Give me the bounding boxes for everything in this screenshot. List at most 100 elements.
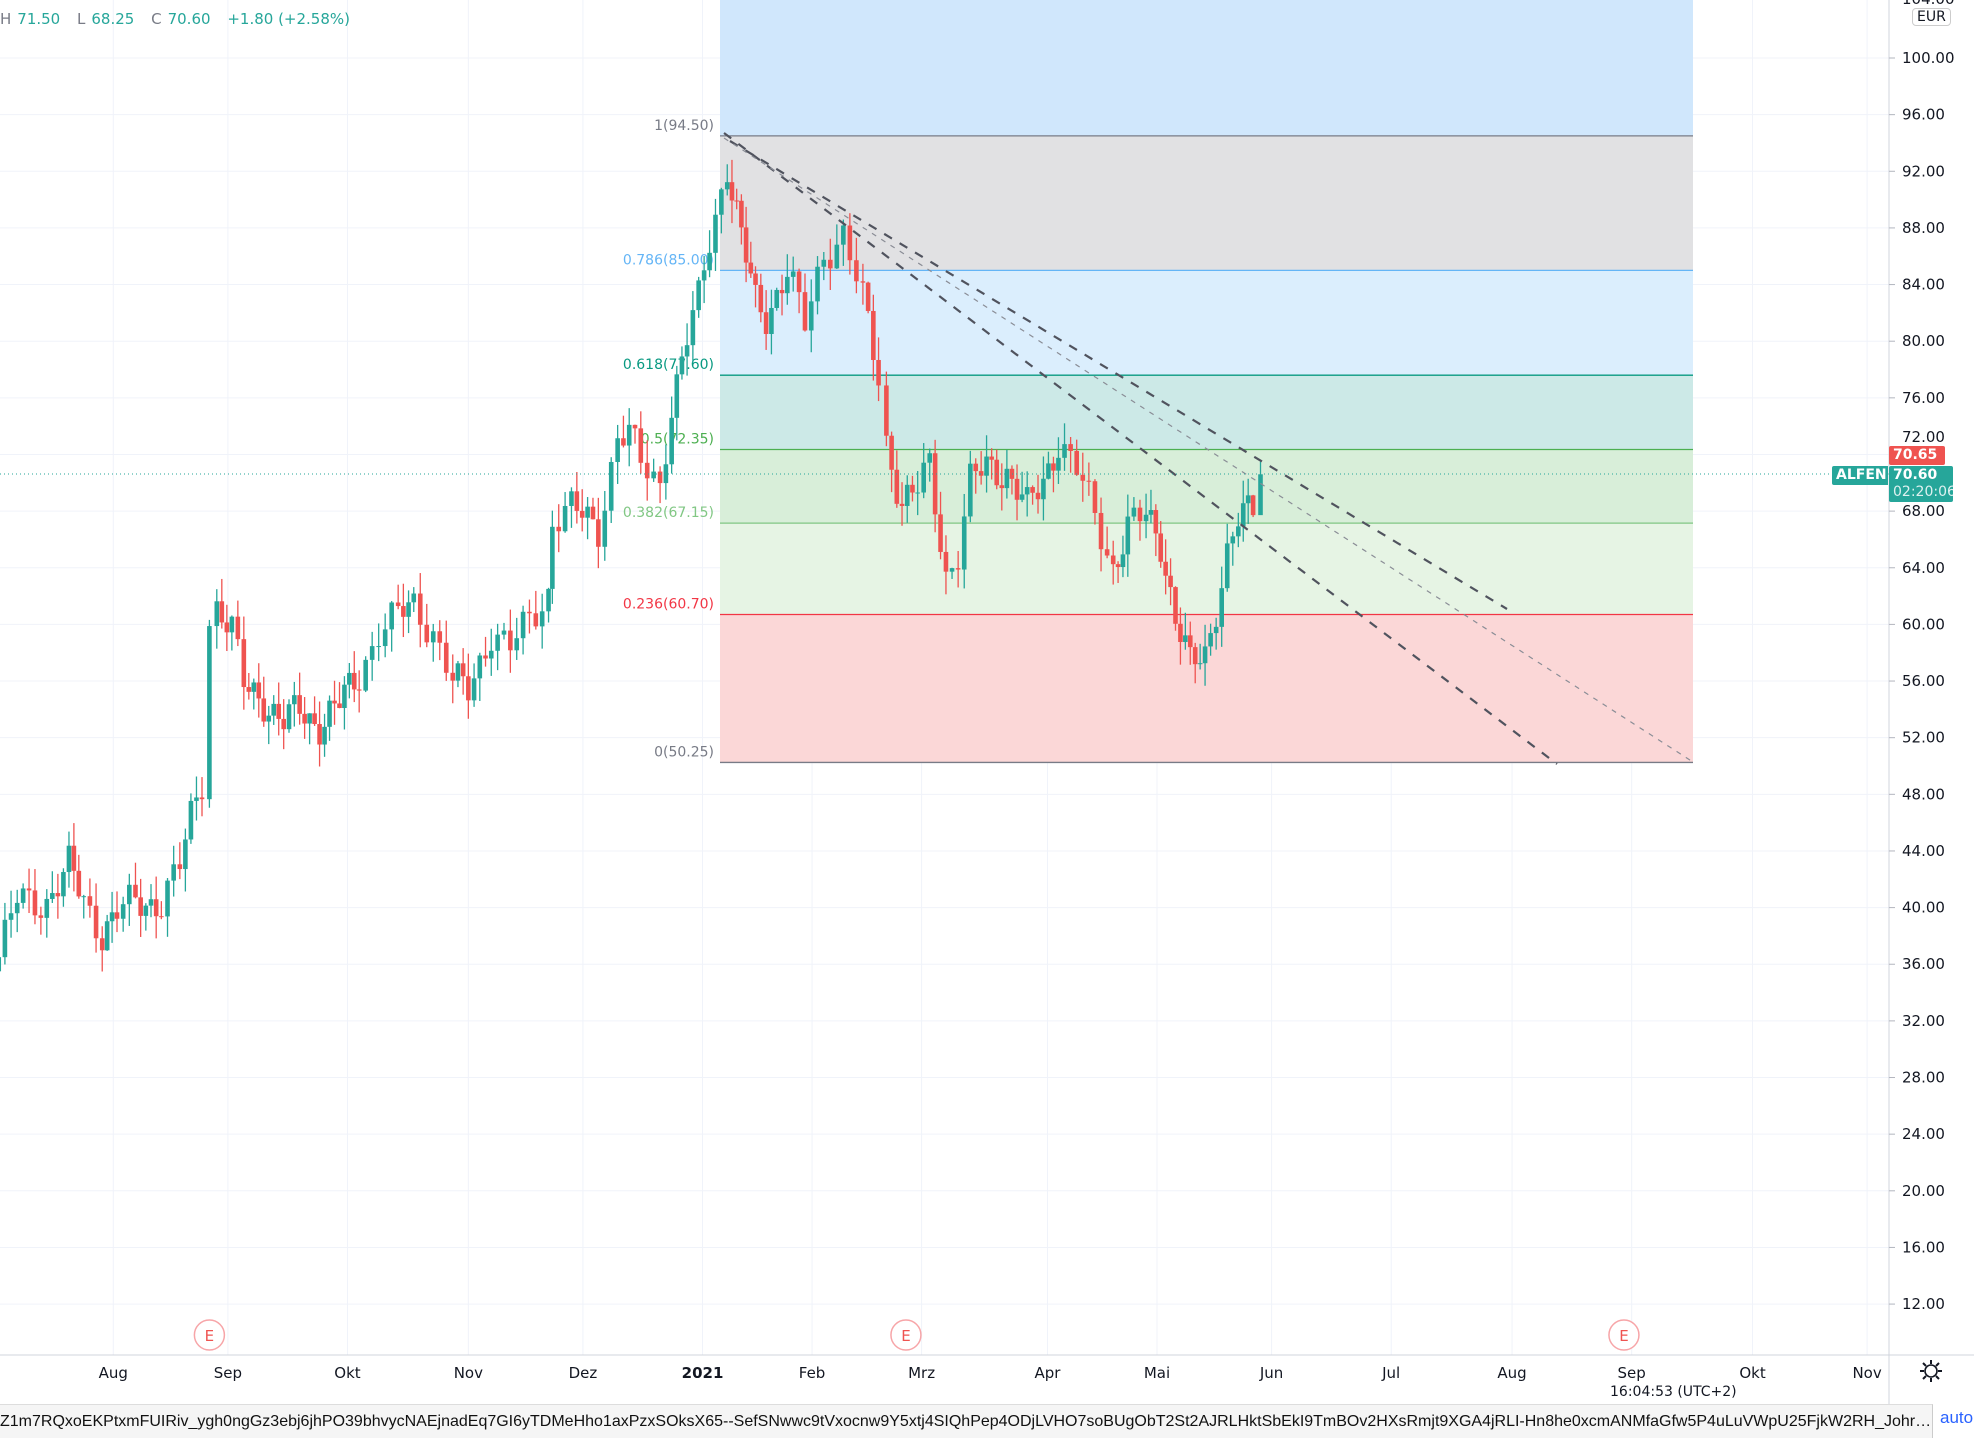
trend-line[interactable] xyxy=(729,140,1508,610)
earnings-marker[interactable] xyxy=(193,1319,226,1351)
ohlc-legend: H 71.50 L 68.25 C 70.60 +1.80 (+2.58%) xyxy=(0,10,356,28)
candle-body xyxy=(256,682,262,699)
close-value: 70.60 xyxy=(167,10,211,28)
candle-body xyxy=(286,704,292,730)
candle-body xyxy=(276,703,282,719)
fib-zone xyxy=(720,270,1693,376)
candle-body xyxy=(520,611,526,639)
fib-retracement[interactable]: 1(94.50)0.786(85.00)0.618(77.60)0.5(72.3… xyxy=(623,0,1693,764)
candle-body xyxy=(165,880,170,917)
candle-body xyxy=(785,276,790,294)
candle-body xyxy=(763,312,769,334)
auto-scale-button[interactable]: auto xyxy=(1940,1408,1974,1427)
trend-lines[interactable] xyxy=(723,132,1694,765)
earnings-marker[interactable] xyxy=(890,1319,922,1351)
time-axis[interactable]: Aug Sep Okt Nov Dez 2021 Feb Mrz Apr Mai Jun Jul Aug… xyxy=(99,1364,1882,1382)
time-tick-label: Nov xyxy=(1852,1364,1881,1382)
candle-body xyxy=(1224,543,1230,589)
candle-body xyxy=(430,631,436,643)
candle-body xyxy=(1098,512,1104,550)
candle-body xyxy=(171,864,176,881)
price-tick-label: 68.00 xyxy=(1902,502,1945,520)
candle-body xyxy=(1110,555,1116,565)
candle-body xyxy=(876,359,881,386)
price-axis[interactable]: 100.00 96.00 92.00 88.00 84.00 80.00 76.00 72.0… xyxy=(1889,0,1955,1313)
candle-body xyxy=(87,896,93,906)
candle-body xyxy=(615,438,620,462)
trend-line[interactable] xyxy=(723,132,1558,765)
candle-body xyxy=(401,606,406,617)
candle-body xyxy=(417,593,423,625)
candle-body xyxy=(602,510,608,547)
candle-body xyxy=(1120,554,1126,568)
candle-body xyxy=(889,435,894,470)
currency-button[interactable]: EUR xyxy=(1912,8,1951,26)
price-tick-label: 88.00 xyxy=(1902,219,1945,237)
clock[interactable]: 16:04:53 (UTC+2) xyxy=(1610,1384,1737,1400)
price-tick-label: 64.00 xyxy=(1902,559,1945,577)
candle-body xyxy=(743,227,749,263)
candle-body xyxy=(271,703,277,716)
high-price-label: 70.65 xyxy=(1889,446,1945,465)
candle-body xyxy=(1143,514,1149,522)
candle-body xyxy=(590,506,596,520)
candle-body xyxy=(729,182,735,201)
candle-body xyxy=(1245,495,1251,504)
candle-body xyxy=(753,273,758,285)
candle-body xyxy=(1115,564,1121,568)
candle-body xyxy=(495,634,500,651)
candle-body xyxy=(1019,494,1025,500)
candle-body xyxy=(1035,492,1041,500)
fib-level-label: 0.786(85.00) xyxy=(623,252,714,268)
price-tick-label: 20.00 xyxy=(1902,1182,1945,1200)
last-price-label: 70.60 02:20:06 xyxy=(1889,466,1956,502)
candle-body xyxy=(865,282,871,311)
candle-body xyxy=(1014,478,1020,500)
settings-gear-icon[interactable] xyxy=(1918,1358,1944,1384)
candle-body xyxy=(1158,533,1164,562)
price-tick-label: 72.00 xyxy=(1902,428,1945,446)
candle-body xyxy=(302,713,307,724)
candle-body xyxy=(297,695,302,714)
candle-body xyxy=(1192,647,1198,665)
candle-body xyxy=(821,259,827,267)
candle-body xyxy=(114,912,120,919)
candle-body xyxy=(932,453,938,515)
fib-zone xyxy=(720,449,1693,524)
candle-body xyxy=(1092,481,1098,513)
candle-body xyxy=(596,519,601,547)
candle-body xyxy=(1046,463,1051,479)
fib-level-label: 0(50.25) xyxy=(654,744,714,760)
candle-body xyxy=(663,464,669,484)
candle-body xyxy=(382,629,388,647)
candle-body xyxy=(214,601,220,627)
price-tick-label: 84.00 xyxy=(1902,276,1945,294)
price-tick-label: 96.00 xyxy=(1902,106,1945,124)
candle-body xyxy=(1051,463,1056,471)
price-tick-label: 36.00 xyxy=(1902,955,1945,973)
candle-body xyxy=(322,726,327,745)
candle-body xyxy=(460,663,466,677)
earnings-marker[interactable] xyxy=(1608,1319,1640,1351)
candle-body xyxy=(1178,623,1183,643)
time-tick-label: Sep xyxy=(1618,1364,1646,1382)
candle-body xyxy=(579,510,585,518)
candle-body xyxy=(143,905,149,916)
candle-body xyxy=(317,724,322,745)
candle-body xyxy=(860,281,866,283)
candle-body xyxy=(44,898,50,918)
candle-body xyxy=(20,888,26,903)
candle-body xyxy=(1163,561,1168,576)
trend-line[interactable] xyxy=(723,137,1694,763)
candle-body xyxy=(674,374,680,418)
time-tick-label: Jun xyxy=(1259,1364,1283,1382)
candle-body xyxy=(734,200,739,202)
candle-body xyxy=(466,676,471,701)
candle-body xyxy=(949,568,955,572)
price-chart[interactable]: 1(94.50)0.786(85.00)0.618(77.60)0.5(72.3… xyxy=(0,0,1974,1404)
candle-body xyxy=(109,912,115,922)
candle-body xyxy=(696,280,701,311)
candle-body xyxy=(546,588,551,612)
change-value: +1.80 (+2.58%) xyxy=(227,10,350,28)
